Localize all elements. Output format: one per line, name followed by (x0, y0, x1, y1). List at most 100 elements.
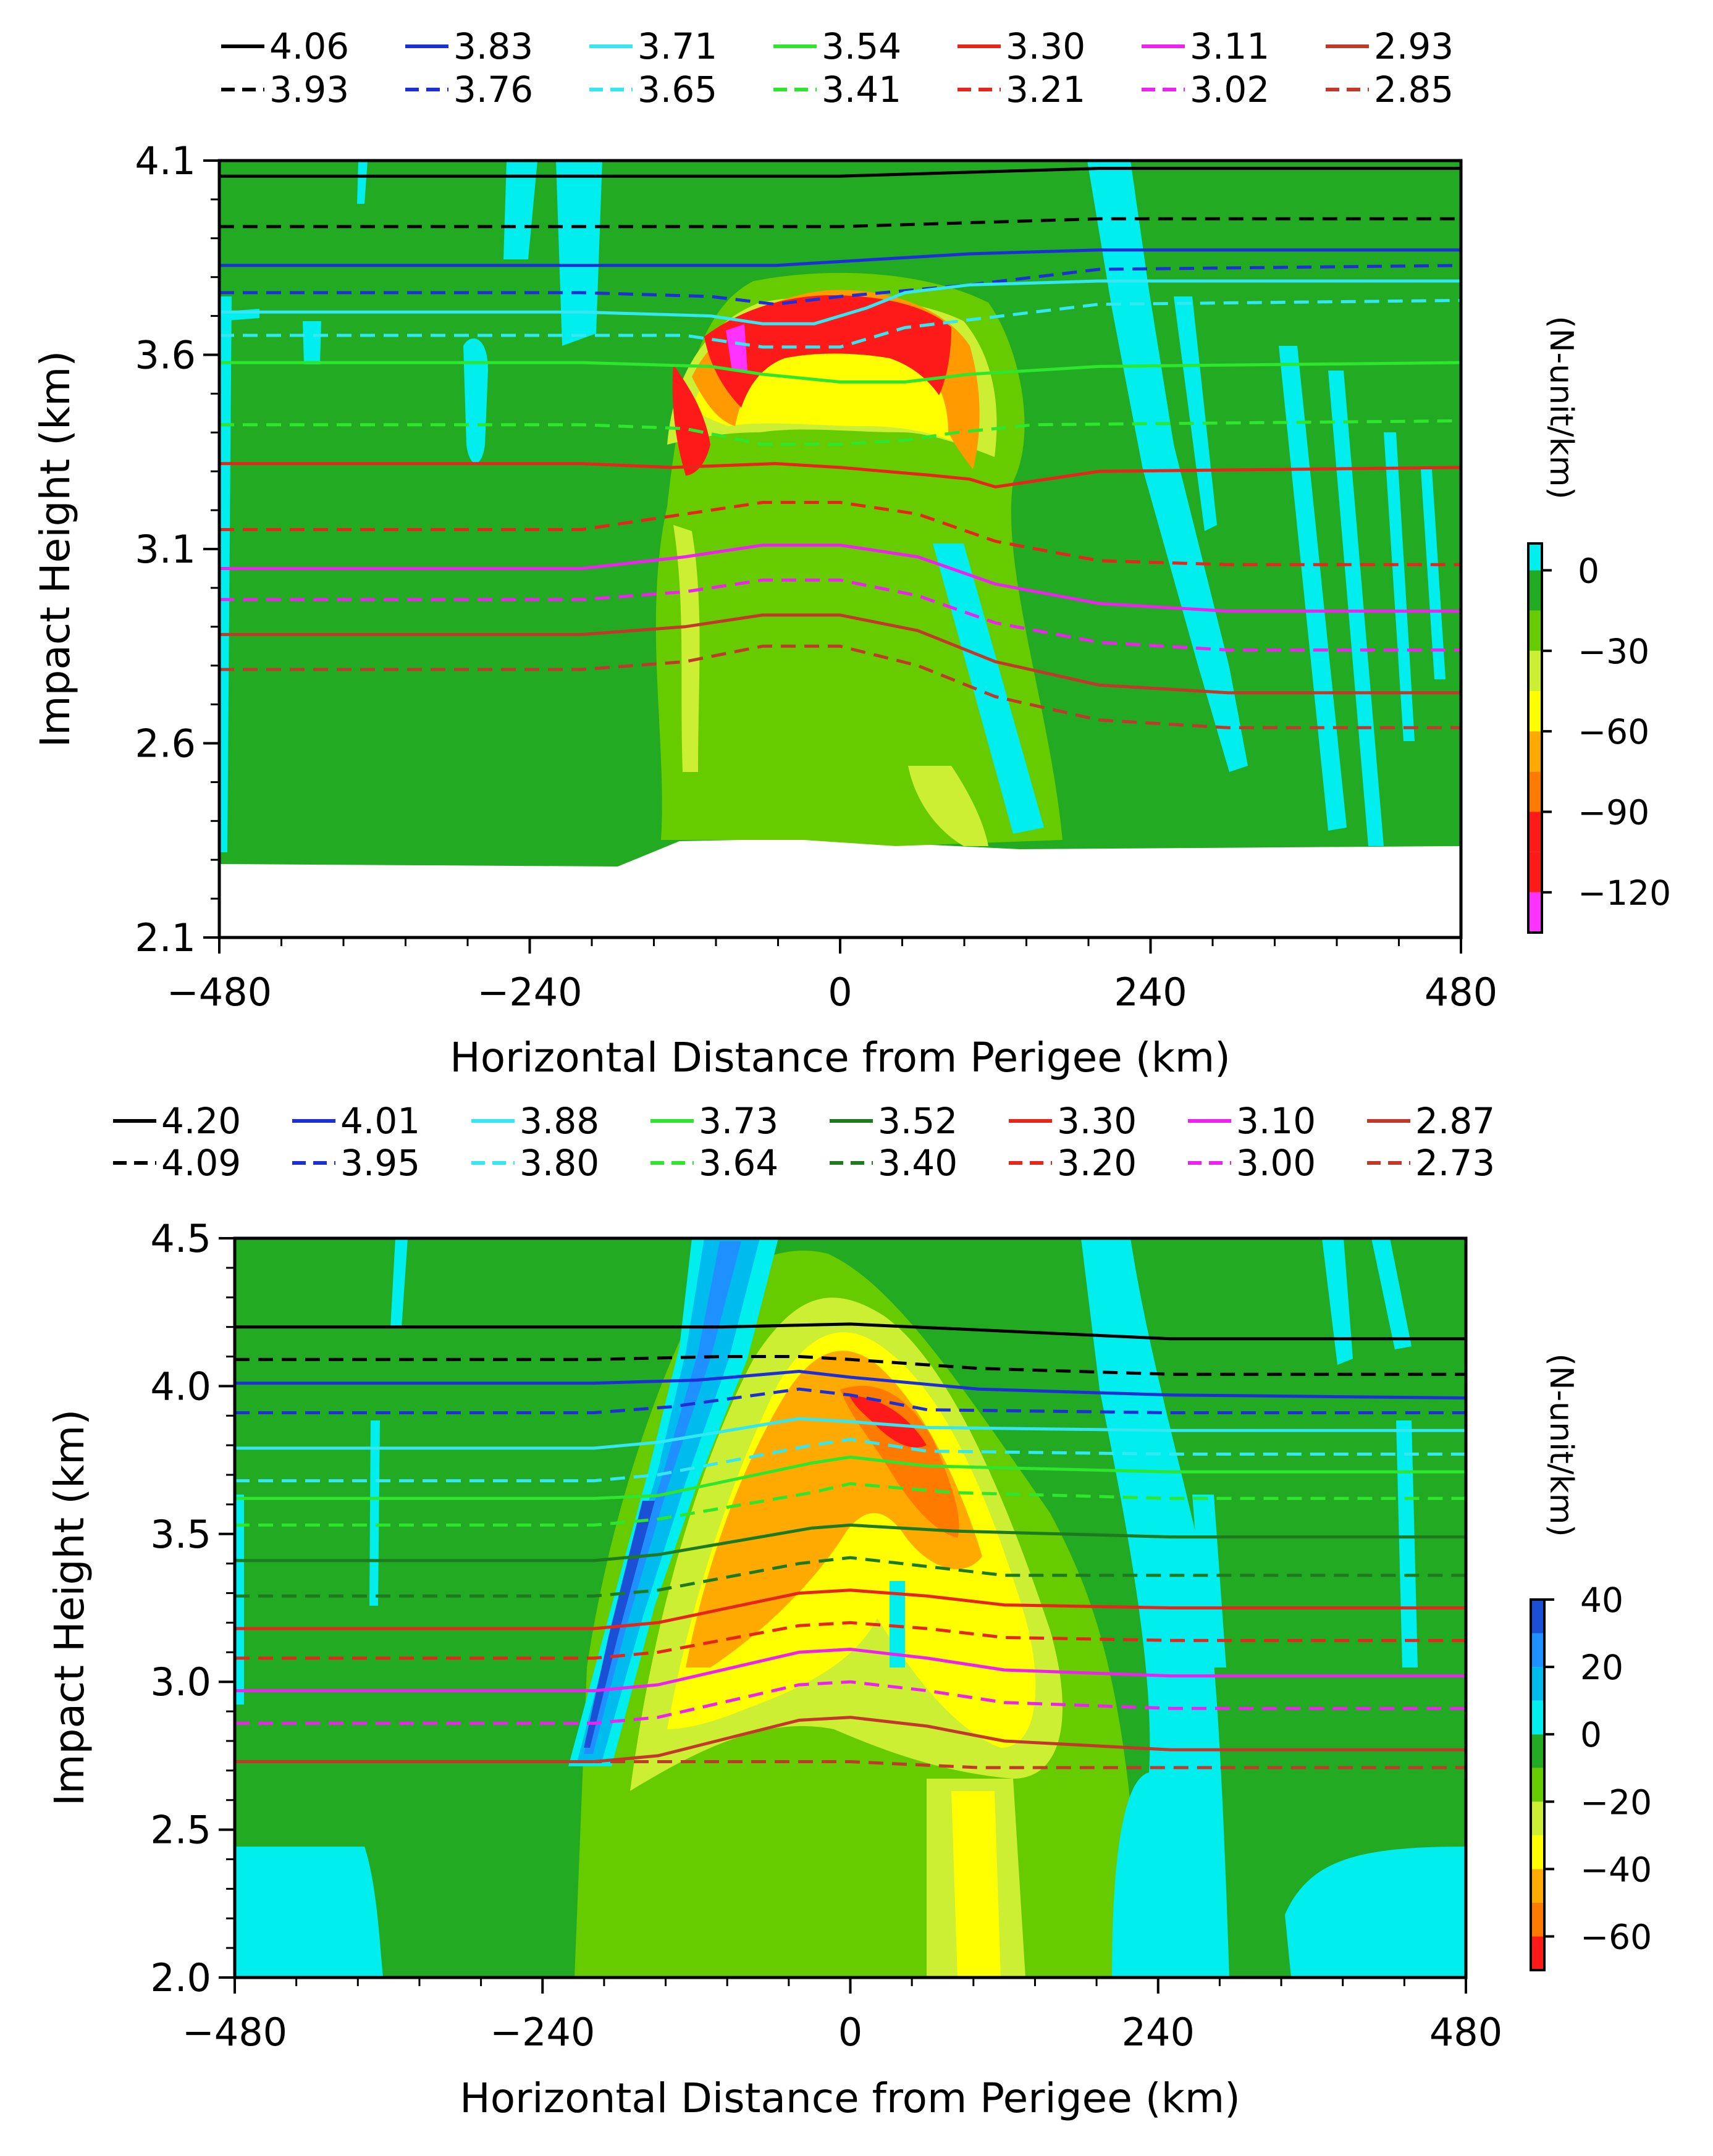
colorbar-tick-label: −30 (1578, 632, 1649, 671)
top-plume-lower-right (908, 766, 988, 846)
bottom-cyan-streak (1322, 1238, 1353, 1365)
x-tick-label: 0 (838, 2010, 862, 2055)
legend-label: 3.30 (1006, 25, 1085, 67)
colorbar-segment (1531, 1802, 1544, 1835)
top-cyan-streak (1421, 469, 1446, 679)
ray-path-3-52 (235, 1523, 1466, 1562)
top-plume-magenta (726, 324, 747, 371)
ray-path-2-73 (235, 1760, 1466, 1769)
legend-entry: 3.54 (773, 25, 901, 67)
bottom-panel: 4.20 4.01 3.88 3.73 3.52 3.30 3.10 2.87 4.09 3.95… (46, 1100, 1652, 2122)
x-tick-label: 480 (1425, 970, 1497, 1015)
bottom-ray-paths (235, 1322, 1466, 1769)
colorbar-tick-label: −40 (1580, 1850, 1652, 1889)
legend-entry: 3.80 (471, 1142, 599, 1184)
x-tick-label: −480 (182, 2010, 287, 2055)
colorbar-tick-label: 0 (1578, 551, 1599, 590)
legend-label: 3.76 (453, 69, 533, 111)
bottom-plume-red (849, 1396, 927, 1448)
bottom-legend: 4.20 4.01 3.88 3.73 3.52 3.30 3.10 2.87 4.09 3.95… (113, 1100, 1495, 1184)
ray-path-3-80 (235, 1438, 1466, 1483)
legend-label: 3.11 (1190, 25, 1269, 67)
colorbar-segment (1531, 1633, 1544, 1667)
bottom-cyan-streak (1371, 1238, 1412, 1349)
legend-label: 3.10 (1236, 1100, 1316, 1142)
legend-label: 4.09 (161, 1142, 241, 1184)
legend-label: 4.06 (269, 25, 349, 67)
legend-label: 3.83 (453, 25, 533, 67)
legend-entry: 2.85 (1326, 69, 1454, 111)
bottom-colorbar-unit: (N-unit/km) (1543, 1353, 1580, 1537)
legend-entry: 3.52 (830, 1100, 958, 1142)
top-plume-red-left (672, 364, 710, 476)
colorbar-segment (1528, 570, 1542, 611)
legend-label: 3.93 (269, 69, 349, 111)
colorbar-segment (1531, 1600, 1544, 1634)
top-cyan-streak (303, 321, 321, 364)
legend-label: 3.30 (1057, 1100, 1137, 1142)
legend-entry: 3.11 (1142, 25, 1269, 67)
ray-path-3-73 (235, 1455, 1466, 1500)
legend-label: 2.87 (1415, 1100, 1495, 1142)
top-colorbar: 0 −30 −60 −90 −120 (1527, 542, 1671, 934)
colorbar-segment (1531, 1902, 1544, 1937)
legend-entry: 3.71 (589, 25, 717, 67)
bottom-cyan-streak (390, 1238, 408, 1328)
colorbar-tick-label: 0 (1580, 1715, 1602, 1755)
bottom-plume-yellow (667, 1332, 1036, 1748)
legend-label: 3.40 (878, 1142, 958, 1184)
legend-label: 4.01 (340, 1100, 420, 1142)
legend-label: 3.88 (520, 1100, 599, 1142)
legend-label: 3.65 (638, 69, 717, 111)
legend-entry: 2.87 (1367, 1100, 1495, 1142)
top-y-axis-label: Impact Height (km) (32, 351, 79, 747)
legend-label: 3.21 (1006, 69, 1085, 111)
top-cyan-streak (357, 161, 368, 204)
x-tick-label: 240 (1114, 970, 1187, 1015)
ray-path-3-02 (219, 578, 1461, 652)
colorbar-segment (1528, 892, 1542, 933)
ray-path-4-09 (235, 1355, 1466, 1376)
y-tick-label: 2.0 (150, 1955, 211, 2000)
y-tick-label: 2.6 (135, 721, 196, 766)
legend-entry: 3.88 (471, 1100, 599, 1142)
ray-path-2-93 (219, 613, 1461, 695)
bottom-blue-band-core (584, 1501, 655, 1748)
ray-path-3-20 (235, 1621, 1466, 1660)
bottom-cyan-streak (1396, 1420, 1418, 1667)
bottom-cyan-streak (235, 1495, 244, 1705)
top-plume-lower-yellowgreen (673, 525, 700, 772)
colorbar-tick-label: 40 (1580, 1580, 1623, 1620)
colorbar-segment (1531, 1667, 1544, 1701)
x-tick-label: 480 (1429, 2010, 1502, 2055)
legend-entry: 3.21 (958, 69, 1085, 111)
colorbar-segment (1528, 650, 1542, 691)
top-cyan-streak (503, 161, 537, 259)
legend-label: 2.85 (1374, 69, 1454, 111)
legend-label: 4.20 (161, 1100, 241, 1142)
y-tick-label: 3.1 (135, 527, 196, 572)
y-tick-label: 4.1 (135, 138, 196, 183)
top-legend: 4.06 3.83 3.71 3.54 3.30 3.11 2.93 3.93 3.76 3.65… (221, 25, 1454, 111)
legend-entry: 2.73 (1367, 1142, 1495, 1184)
legend-entry: 4.20 (113, 1100, 241, 1142)
top-x-axis-label: Horizontal Distance from Perigee (km) (450, 1034, 1231, 1081)
ray-path-3-93 (219, 217, 1461, 229)
legend-entry: 3.30 (958, 25, 1085, 67)
ray-path-3-41 (219, 419, 1461, 446)
legend-entry: 4.09 (113, 1142, 241, 1184)
colorbar-segment (1531, 1869, 1544, 1903)
legend-label: 2.73 (1415, 1142, 1495, 1184)
legend-label: 3.80 (520, 1142, 599, 1184)
ray-path-2-87 (235, 1716, 1466, 1763)
colorbar-frame (1527, 542, 1543, 934)
bottom-cyan-streak (235, 1847, 383, 1978)
y-tick-label: 3.6 (135, 333, 196, 378)
ray-path-4-01 (235, 1370, 1466, 1400)
y-tick-label: 3.0 (150, 1659, 211, 1705)
ray-path-3-65 (219, 298, 1461, 349)
colorbar-tick-label: 20 (1580, 1648, 1623, 1687)
ray-path-3-30 (235, 1588, 1466, 1630)
top-axes: −480 −240 0 240 480 2.1 2.6 3.1 3.6 4.1 (135, 138, 1497, 1015)
